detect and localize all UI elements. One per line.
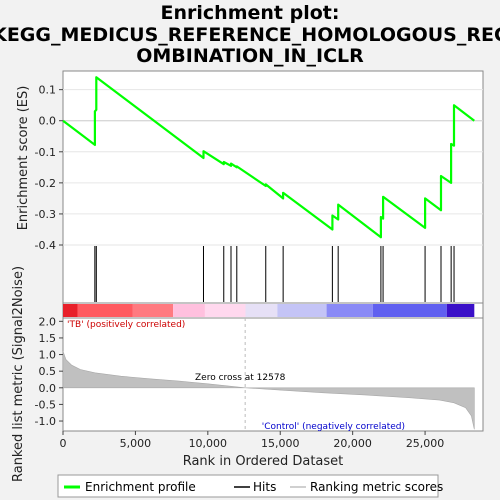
positive-correlation-label: 'TB' (positively correlated) (67, 320, 185, 330)
metric-tick-label: 2.0 (39, 315, 57, 328)
x-tick-label: 5,000 (120, 437, 152, 450)
zero-cross-label: Zero cross at 12578 (195, 373, 286, 383)
metric-tick-label: -1.0 (35, 415, 56, 428)
x-tick-label: 15,000 (261, 437, 300, 450)
legend-es-label: Enrichment profile (85, 480, 196, 494)
x-axis-ticks: 0 5,000 10,000 15,000 20,000 25,000 (60, 431, 445, 450)
es-panel (63, 71, 483, 245)
metric-y-axis-label: Ranked list metric (Signal2Noise) (11, 266, 26, 482)
heatmap-segment (447, 304, 475, 317)
metric-tick-label: 1.5 (39, 332, 57, 345)
heatmap-segment (205, 304, 246, 317)
x-tick-label: 10,000 (189, 437, 228, 450)
chart-title-line-2: KEGG_MEDICUS_REFERENCE_HOMOLOGOUS_REC (0, 24, 500, 46)
metric-tick-label: 0.5 (39, 365, 57, 378)
heatmap-segment (173, 304, 205, 317)
heatmap-segment (245, 304, 277, 317)
metric-tick-label: 0.0 (39, 382, 57, 395)
heatmap-segment (77, 304, 132, 317)
es-tick-label: -0.3 (35, 208, 56, 221)
heatmap-segment (277, 304, 326, 317)
es-tick-label: 0.1 (39, 84, 57, 97)
es-tick-label: 0.0 (39, 115, 57, 128)
negative-correlation-label: 'Control' (negatively correlated) (262, 422, 405, 432)
x-tick-label: 0 (60, 437, 67, 450)
chart-title-line-3: OMBINATION_IN_ICLR (136, 45, 364, 67)
metric-tick-label: 1.0 (39, 349, 57, 362)
heatmap-segment (373, 304, 447, 317)
es-y-axis-label: Enrichment score (ES) (16, 86, 31, 231)
es-tick-label: -0.4 (35, 239, 56, 252)
es-tick-label: -0.1 (35, 146, 56, 159)
heatmap-segment (133, 304, 174, 317)
es-tick-label: -0.2 (35, 177, 56, 190)
hits-panel (63, 245, 483, 303)
x-axis-label: Rank in Ordered Dataset (183, 454, 344, 469)
legend-metric-label: Ranking metric scores (310, 480, 443, 494)
x-tick-label: 25,000 (406, 437, 445, 450)
x-tick-label: 20,000 (333, 437, 372, 450)
metric-tick-label: -0.5 (35, 398, 56, 411)
heatmap-segment (327, 304, 373, 317)
es-y-axis-ticks: 0.1 0.0 -0.1 -0.2 -0.3 -0.4 (35, 84, 63, 252)
heatmap-layer (63, 304, 474, 317)
heatmap-segment (63, 304, 77, 317)
legend-hits-label: Hits (253, 480, 276, 494)
chart-title-line-1: Enrichment plot: (161, 2, 340, 24)
metric-y-axis-ticks: 2.0 1.5 1.0 0.5 0.0 -0.5 -1.0 (35, 315, 63, 428)
legend: Enrichment profile Hits Ranking metric s… (58, 475, 443, 497)
